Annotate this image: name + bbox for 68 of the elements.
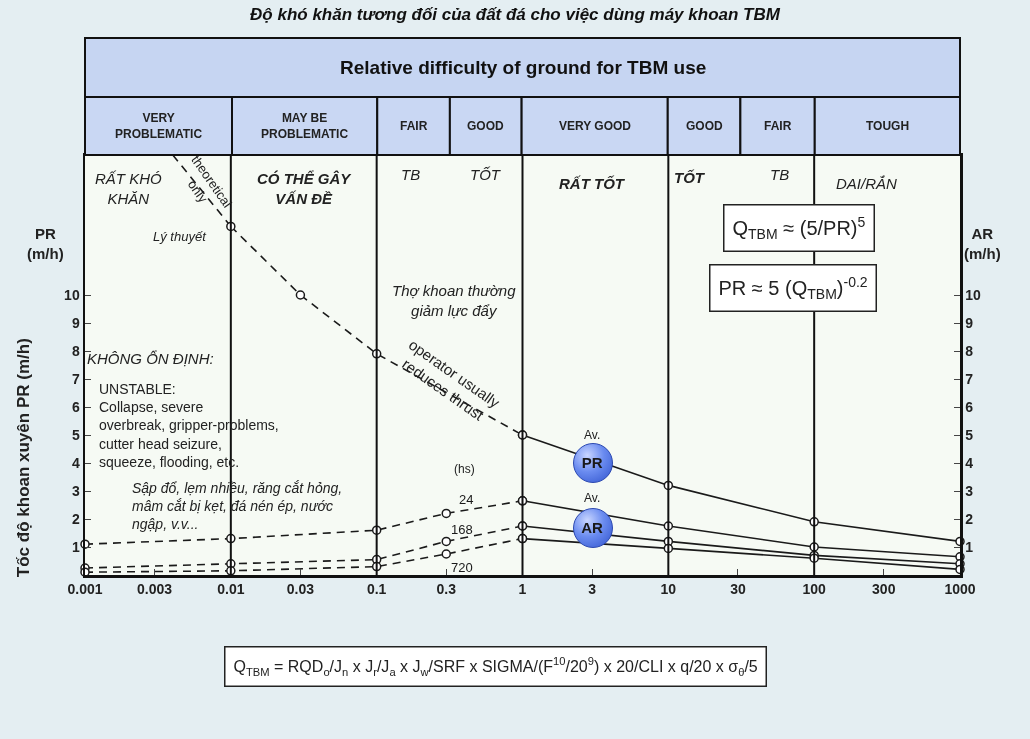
y-tick-label: 1 — [71, 538, 80, 555]
annotation: Av. — [584, 428, 601, 442]
y2-axis-title: AR (m/h) — [964, 225, 1001, 262]
x-tick-label: 0.1 — [366, 581, 387, 598]
y-tick-label: 9 — [71, 314, 80, 331]
annotation: KHÔNG ỔN ĐỊNH: — [87, 350, 214, 367]
text: Q$_{TBM}$ = RQD$_{o}$/J$_{n}$ x J$_{r}$/J$_{a}$ x J$_{w}$/SRF x SIGMA/(F$^{10}$/20$^{9}$) x 20/CLI x q/20 x σ$_{θ}$/5 — [233, 655, 758, 678]
y2-tick-label: 9 — [965, 314, 974, 331]
annotation: Lý thuyết — [153, 229, 208, 244]
x-tick-label: 1 — [518, 581, 527, 598]
text: GOOD — [686, 119, 723, 133]
y-tick-label: 8 — [71, 342, 80, 359]
x-tick-label: 10 — [660, 581, 677, 598]
text: VERY PROBLEMATIC — [115, 111, 203, 141]
x-tick-label: 0.003 — [137, 581, 173, 598]
annotation: Thợ khoan thường giảm lực đẩy — [392, 282, 517, 319]
annotation: RẤT TỐT — [559, 175, 626, 192]
text: GOOD — [467, 119, 504, 133]
y-tick-label: 2 — [71, 510, 80, 527]
y2-tick-label: 8 — [965, 342, 974, 359]
annotation: Q$_{TBM}$ ≈ (5/PR)$^{5}$ — [732, 213, 866, 243]
y2-tick-label: 7 — [965, 370, 974, 387]
y2-tick-label: 3 — [965, 482, 974, 499]
x-tick-label: 3 — [588, 581, 597, 598]
text: PR (m/h) — [27, 225, 64, 262]
y-axis-title: Tốc độ khoan xuyên PR (m/h) — [14, 338, 34, 578]
y2-tick-label: 6 — [965, 398, 974, 415]
annotation: PR — [581, 453, 603, 471]
annotation: TB — [770, 166, 790, 183]
text: FAIR — [400, 119, 428, 133]
chart-title: Độ khó khăn tương đối của đất đá cho việc dùng máy khoan TBM — [250, 4, 781, 24]
y2-tick-label: 5 — [965, 426, 974, 443]
x-tick-label: 1000 — [944, 581, 976, 598]
text: MAY BE PROBLEMATIC — [261, 111, 349, 141]
x-tick-label: 0.03 — [286, 581, 315, 598]
series-label: 168 — [451, 522, 473, 537]
x-tick-label: 0.01 — [217, 581, 245, 598]
y-tick-label: 7 — [71, 370, 80, 387]
y-tick-label: 4 — [71, 454, 80, 471]
annotation: PR ≈ 5 (Q$_{TBM}$)$^{-0.2}$ — [718, 273, 868, 303]
annotation: AR — [581, 518, 603, 536]
annotation: TB — [401, 166, 421, 183]
annotation: TỐT — [470, 166, 502, 183]
annotation: RẤT KHÓ KHĂN — [95, 170, 162, 207]
annotation: CÓ THỂ GÂY VẤN ĐỀ — [257, 170, 353, 207]
x-tick-label: 0.3 — [436, 581, 457, 598]
annotation: TỐT — [674, 169, 706, 186]
annotation: (hs) — [454, 462, 475, 476]
x-tick-label: 100 — [802, 581, 827, 598]
y-tick-label: 3 — [71, 482, 80, 499]
annotation: Av. — [584, 491, 601, 505]
text: VERY GOOD — [559, 119, 632, 133]
y-tick-label: 10 — [64, 286, 80, 303]
series-label: 24 — [459, 492, 474, 507]
series-label: 720 — [451, 560, 473, 575]
text: TOUGH — [866, 119, 910, 133]
y2-tick-label: 4 — [965, 454, 974, 471]
x-tick-label: 0.001 — [67, 581, 103, 598]
y2-tick-label: 1 — [965, 538, 974, 555]
text: FAIR — [764, 119, 792, 133]
chart-subtitle: Relative difficulty of ground for TBM use — [340, 57, 707, 78]
y2-tick-label: 2 — [965, 510, 974, 527]
y-tick-label: 5 — [71, 426, 80, 443]
y-tick-label: 6 — [71, 398, 80, 415]
y2-tick-label: 10 — [965, 286, 982, 303]
annotation: DAI/RẮN — [836, 175, 898, 192]
x-tick-label: 30 — [730, 581, 746, 598]
x-tick-label: 300 — [872, 581, 896, 598]
